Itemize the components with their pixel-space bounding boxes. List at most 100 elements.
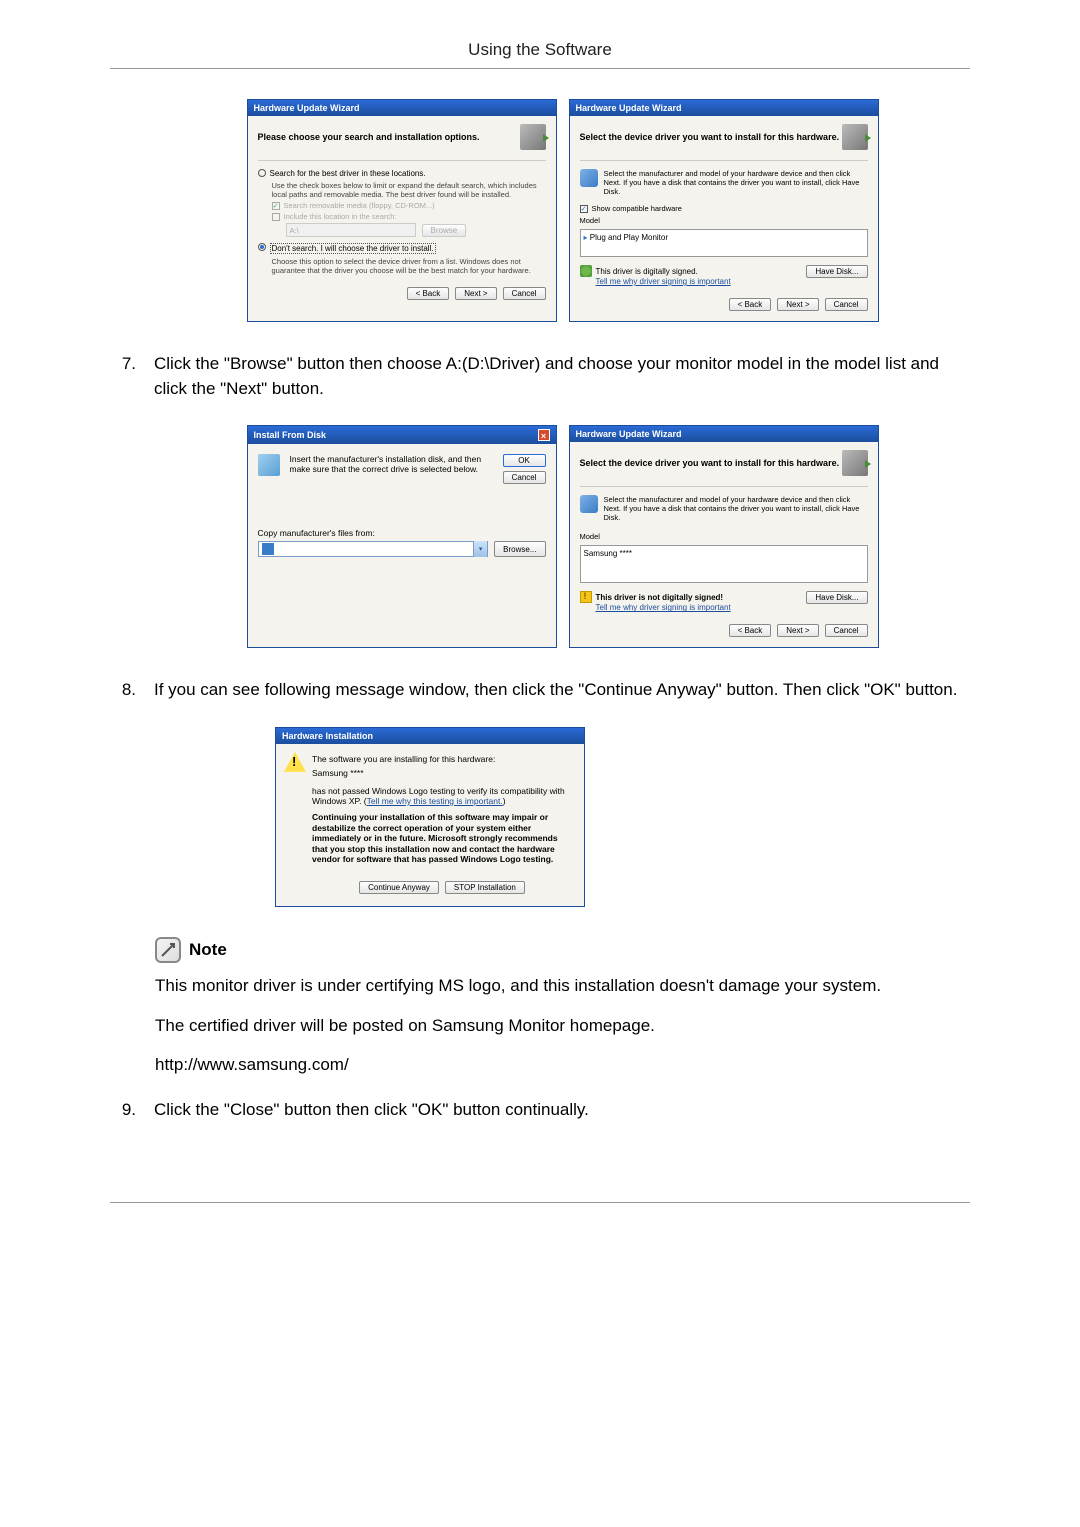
- title-bar: Hardware Update Wizard: [570, 100, 878, 116]
- browse-button[interactable]: Browse...: [494, 541, 545, 557]
- step-7: 7. Click the "Browse" button then choose…: [110, 352, 970, 401]
- header-rule: [110, 68, 970, 69]
- step-text: If you can see following message window,…: [154, 678, 970, 703]
- dialog-heading: Select the device driver you want to ins…: [580, 132, 840, 142]
- dialog-title: Hardware Update Wizard: [254, 103, 360, 113]
- testing-link[interactable]: Tell me why this testing is important.: [367, 796, 503, 806]
- page-header: Using the Software: [110, 40, 970, 68]
- cancel-button[interactable]: Cancel: [503, 471, 546, 484]
- have-disk-button[interactable]: Have Disk...: [806, 591, 867, 604]
- next-button[interactable]: Next >: [777, 298, 818, 311]
- dialog-title: Hardware Installation: [282, 731, 373, 741]
- install-from-disk-dialog: Install From Disk × Insert the manufactu…: [247, 425, 557, 648]
- title-bar: Hardware Installation: [276, 728, 584, 744]
- radio-subtext: Use the check boxes below to limit or ex…: [272, 181, 546, 199]
- warning-icon: [284, 752, 306, 772]
- title-bar: Hardware Update Wizard: [248, 100, 556, 116]
- step-text: Click the "Close" button then click "OK"…: [154, 1098, 970, 1123]
- have-disk-button[interactable]: Have Disk...: [806, 265, 867, 278]
- back-button[interactable]: < Back: [729, 624, 772, 637]
- dialog-heading: Select the device driver you want to ins…: [580, 458, 840, 468]
- hardware-update-wizard-select: Hardware Update Wizard Select the device…: [569, 99, 879, 322]
- model-item: Samsung ****: [584, 549, 632, 558]
- hardware-installation-dialog: Hardware Installation The software you a…: [275, 727, 585, 907]
- radio-label: Don't search. I will choose the driver t…: [270, 243, 436, 254]
- device-icon: [580, 169, 598, 187]
- floppy-icon: [258, 454, 280, 476]
- hw-line2: Samsung ****: [312, 768, 572, 778]
- title-bar: Hardware Update Wizard: [570, 426, 878, 442]
- hw-line3: has not passed Windows Logo testing to v…: [312, 786, 572, 806]
- model-header: Model: [580, 216, 868, 225]
- signing-link[interactable]: Tell me why driver signing is important: [596, 603, 731, 612]
- dropdown-icon[interactable]: ▾: [473, 541, 487, 557]
- checkbox-include-location: [272, 213, 280, 221]
- hardware-update-wizard-search: Hardware Update Wizard Please choose you…: [247, 99, 557, 322]
- body-text-1: This monitor driver is under certifying …: [155, 973, 970, 999]
- next-button[interactable]: Next >: [777, 624, 818, 637]
- stop-installation-button[interactable]: STOP Installation: [445, 881, 525, 894]
- radio-label: Search for the best driver in these loca…: [270, 169, 426, 178]
- note-row: Note: [155, 937, 970, 963]
- step-text: Click the "Browse" button then choose A:…: [154, 352, 970, 401]
- dialog-heading: Please choose your search and installati…: [258, 132, 480, 142]
- step-8: 8. If you can see following message wind…: [110, 678, 970, 703]
- path-input: A:\: [286, 223, 416, 237]
- dialogs-row-1: Hardware Update Wizard Please choose you…: [155, 99, 970, 322]
- note-icon: [155, 937, 181, 963]
- instruction-text: Select the manufacturer and model of you…: [604, 169, 868, 196]
- wizard-icon: [842, 124, 868, 150]
- copy-label: Copy manufacturer's files from:: [258, 528, 546, 538]
- body-text-2: The certified driver will be posted on S…: [155, 1013, 970, 1039]
- step-number: 8.: [110, 678, 136, 703]
- dialogs-row-2: Install From Disk × Insert the manufactu…: [155, 425, 970, 648]
- model-list[interactable]: ▸ Plug and Play Monitor: [580, 229, 868, 257]
- checkbox-label: Show compatible hardware: [592, 204, 682, 213]
- warning-icon: [580, 591, 592, 603]
- folder-icon: [262, 543, 274, 555]
- back-button[interactable]: < Back: [729, 298, 772, 311]
- file-path-input[interactable]: ▾: [258, 541, 489, 557]
- next-button[interactable]: Next >: [455, 287, 496, 300]
- step-number: 7.: [110, 352, 136, 401]
- shield-icon: [580, 265, 592, 277]
- model-list[interactable]: Samsung ****: [580, 545, 868, 583]
- radio-subtext: Choose this option to select the device …: [272, 257, 546, 275]
- body-text-url: http://www.samsung.com/: [155, 1052, 970, 1078]
- instruction-text: Insert the manufacturer's installation d…: [290, 454, 493, 474]
- not-signed-text: This driver is not digitally signed!: [596, 593, 724, 602]
- hw-line1: The software you are installing for this…: [312, 754, 572, 764]
- device-icon: [580, 495, 598, 513]
- hardware-update-wizard-samsung: Hardware Update Wizard Select the device…: [569, 425, 879, 648]
- step-9: 9. Click the "Close" button then click "…: [110, 1098, 970, 1123]
- signed-text: This driver is digitally signed.: [596, 267, 698, 276]
- signing-link[interactable]: Tell me why driver signing is important: [596, 277, 731, 286]
- browse-button: Browse: [422, 224, 467, 237]
- cancel-button[interactable]: Cancel: [825, 624, 868, 637]
- model-item: Plug and Play Monitor: [590, 233, 668, 242]
- title-bar: Install From Disk ×: [248, 426, 556, 444]
- wizard-icon: [520, 124, 546, 150]
- checkbox-removable: ✓: [272, 202, 280, 210]
- note-label: Note: [189, 940, 227, 960]
- cancel-button[interactable]: Cancel: [825, 298, 868, 311]
- checkbox-show-compatible[interactable]: ✓: [580, 205, 588, 213]
- step-number: 9.: [110, 1098, 136, 1123]
- dialog-title: Hardware Update Wizard: [576, 103, 682, 113]
- model-header: Model: [580, 532, 868, 541]
- checkbox-label: Search removable media (floppy, CD-ROM..…: [284, 201, 435, 210]
- back-button[interactable]: < Back: [407, 287, 450, 300]
- close-icon[interactable]: ×: [538, 429, 550, 441]
- checkbox-label: Include this location in the search:: [284, 212, 397, 221]
- footer-rule: [110, 1202, 970, 1203]
- radio-search-locations[interactable]: [258, 169, 266, 177]
- hw-bold-warning: Continuing your installation of this sof…: [312, 812, 572, 865]
- cancel-button[interactable]: Cancel: [503, 287, 546, 300]
- wizard-icon: [842, 450, 868, 476]
- dialog-title: Install From Disk: [254, 430, 327, 440]
- ok-button[interactable]: OK: [503, 454, 546, 467]
- continue-anyway-button[interactable]: Continue Anyway: [359, 881, 439, 894]
- dialog-title: Hardware Update Wizard: [576, 429, 682, 439]
- radio-dont-search[interactable]: [258, 243, 266, 251]
- instruction-text: Select the manufacturer and model of you…: [604, 495, 868, 522]
